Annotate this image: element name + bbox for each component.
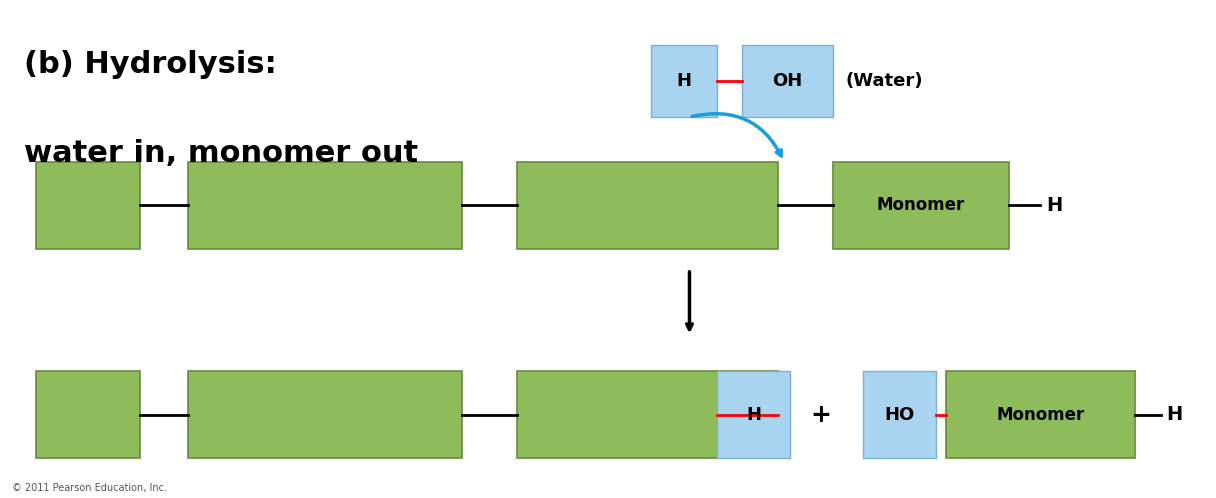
FancyBboxPatch shape [833,162,1009,249]
FancyBboxPatch shape [517,162,778,249]
FancyBboxPatch shape [946,371,1135,458]
Text: HO: HO [885,405,914,424]
FancyBboxPatch shape [36,371,140,458]
FancyBboxPatch shape [188,162,462,249]
Text: OH: OH [772,72,803,90]
Text: (Water): (Water) [845,72,923,90]
Text: Monomer: Monomer [996,405,1085,424]
FancyBboxPatch shape [717,371,790,458]
FancyBboxPatch shape [36,162,140,249]
Text: H: H [1166,405,1182,424]
Text: H: H [676,72,692,90]
Text: +: + [810,402,832,427]
Text: water in, monomer out: water in, monomer out [24,139,418,168]
FancyBboxPatch shape [517,371,778,458]
Text: H: H [747,405,761,424]
FancyBboxPatch shape [651,45,717,117]
Text: © 2011 Pearson Education, Inc.: © 2011 Pearson Education, Inc. [12,483,167,493]
FancyBboxPatch shape [863,371,936,458]
Text: H: H [1046,196,1062,215]
Text: (b) Hydrolysis:: (b) Hydrolysis: [24,50,277,79]
FancyBboxPatch shape [742,45,833,117]
Text: Monomer: Monomer [877,196,966,215]
FancyBboxPatch shape [188,371,462,458]
